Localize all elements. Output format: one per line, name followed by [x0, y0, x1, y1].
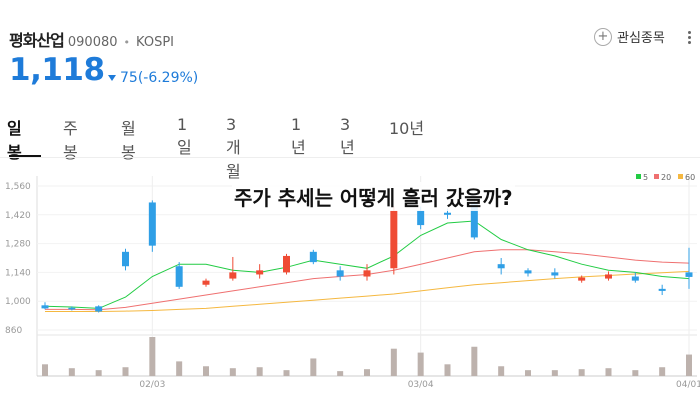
candle-body — [148, 202, 156, 246]
volume-bar — [229, 368, 236, 376]
candle-body — [444, 212, 451, 215]
y-tick-label: 860 — [5, 326, 22, 336]
volume-bar — [283, 370, 290, 376]
candle-body — [658, 288, 666, 291]
candle-body — [68, 307, 76, 310]
legend-swatch — [636, 174, 641, 179]
legend-label: 60 — [685, 173, 695, 182]
volume-bar — [256, 367, 263, 376]
candle-body — [122, 251, 129, 267]
tab-10years[interactable]: 10년 — [389, 119, 425, 138]
tab-1year[interactable]: 1년 — [291, 115, 306, 157]
more-options-icon[interactable] — [688, 31, 692, 46]
watchlist-button[interactable]: + 관심종목 — [594, 27, 665, 46]
volume-bar — [417, 352, 424, 376]
separator-dot: • — [123, 36, 131, 49]
stock-header: 평화산업 090080 • KOSPI — [9, 27, 174, 51]
candle-body — [605, 274, 612, 279]
y-tick-label: 1,000 — [5, 297, 31, 307]
candle-body — [309, 251, 317, 263]
candle-body — [524, 270, 532, 274]
tab-3months[interactable]: 3개월 — [226, 115, 241, 181]
candle-body — [229, 272, 237, 279]
legend-label: 20 — [661, 173, 671, 182]
volume-bar — [149, 337, 156, 376]
overlay-caption: 주가 추세는 어떻게 흘러 갔을까? — [232, 182, 515, 211]
candle-body — [470, 202, 478, 238]
y-tick-label: 1,420 — [5, 211, 31, 221]
volume-bar — [498, 366, 505, 376]
candle-body — [363, 270, 371, 277]
volume-bar — [337, 371, 344, 376]
active-tab-underline — [9, 155, 41, 157]
volume-bar — [203, 366, 209, 376]
price-change: 75(-6.29%) — [108, 70, 198, 86]
candle-body — [685, 272, 693, 277]
current-price: 1,118 — [9, 52, 105, 88]
y-tick-label: 1,560 — [5, 182, 31, 192]
legend-swatch — [654, 174, 659, 179]
volume-bar — [551, 370, 558, 376]
candle-body — [390, 210, 398, 269]
candle-body — [41, 305, 49, 309]
plus-icon: + — [594, 27, 612, 46]
volume-bar — [444, 364, 451, 376]
candle-body — [631, 276, 639, 281]
volume-bar — [390, 348, 397, 376]
tab-1day[interactable]: 1일 — [177, 115, 192, 157]
x-tick-label: 03/04 — [408, 380, 434, 390]
market-name: KOSPI — [136, 35, 175, 50]
volume-bar — [471, 346, 478, 376]
volume-bar — [525, 370, 531, 376]
volume-bar — [605, 368, 612, 376]
candle-body — [578, 277, 586, 281]
y-tick-label: 1,280 — [5, 240, 31, 250]
candle-body — [283, 255, 290, 273]
stock-name: 평화산업 — [9, 31, 65, 50]
x-tick-label: 04/01 — [676, 380, 700, 390]
volume-bar — [659, 367, 666, 376]
watchlist-label: 관심종목 — [617, 31, 665, 46]
candle-body — [336, 270, 344, 277]
candle-body — [551, 272, 559, 276]
volume-bar — [68, 368, 75, 376]
volume-bar — [176, 361, 183, 376]
candle-body — [497, 264, 505, 269]
x-tick-label: 02/03 — [139, 380, 165, 390]
volume-bar — [632, 370, 639, 376]
down-triangle-icon — [108, 75, 116, 81]
volume-bar — [122, 367, 129, 376]
volume-bar — [686, 354, 692, 376]
price-change-value: 75(-6.29%) — [120, 70, 199, 86]
candle-body — [175, 266, 183, 287]
y-tick-label: 1,140 — [5, 268, 31, 278]
volume-bar — [364, 369, 370, 376]
divider — [0, 157, 700, 158]
tab-3years[interactable]: 3년 — [340, 115, 355, 157]
volume-bar — [578, 369, 585, 376]
volume-bar — [310, 358, 317, 376]
legend-swatch — [678, 174, 683, 179]
legend-label: 5 — [643, 173, 648, 182]
candle-body — [417, 210, 425, 226]
candle-body — [202, 280, 210, 285]
candle-body — [256, 270, 264, 275]
volume-bar — [42, 364, 48, 376]
volume-bar — [95, 370, 102, 376]
stock-code: 090080 — [67, 35, 118, 50]
candle-body — [95, 306, 103, 312]
